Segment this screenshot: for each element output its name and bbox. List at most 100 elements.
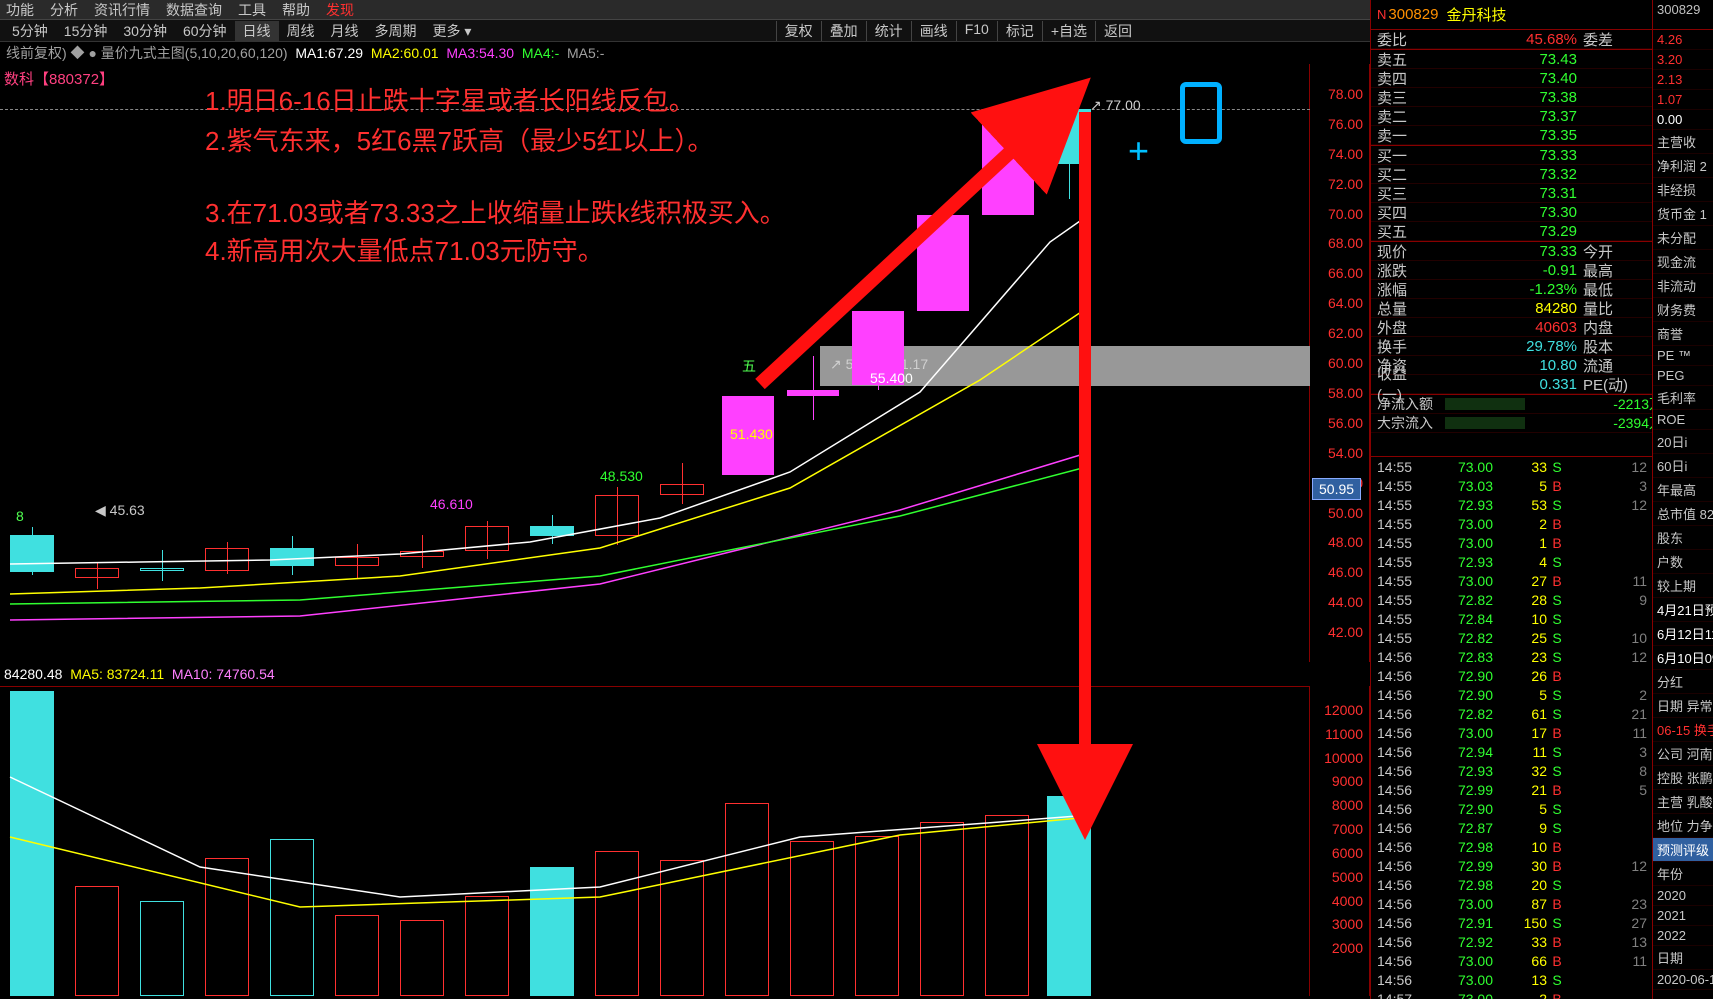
- tick-row: 14:5672.8261S21: [1371, 704, 1653, 723]
- price-chart[interactable]: ↗ 77.00↗ 58.45 - 61.1755.40051.43048.530…: [0, 64, 1310, 662]
- toolbar-button[interactable]: 复权: [776, 21, 821, 41]
- info-cell: 主营 乳酸: [1653, 790, 1713, 814]
- timeframe-tab[interactable]: 5分钟: [4, 21, 56, 41]
- volume-bar: [985, 815, 1029, 996]
- info-cell: 货币金 1: [1653, 202, 1713, 226]
- timeframe-tab[interactable]: 30分钟: [115, 21, 175, 41]
- info-cell: 公司 河南: [1653, 742, 1713, 766]
- tick-row: 14:5672.9233B13: [1371, 932, 1653, 951]
- tick-row: 14:5672.905S2: [1371, 685, 1653, 704]
- annotation-text: 1.明日6-16日止跌十字星或者长阳线反包。: [205, 82, 695, 120]
- axis-tick: 64.00: [1328, 295, 1363, 311]
- axis-tick: 44.00: [1328, 594, 1363, 610]
- ma-inline-label: 48.530: [600, 468, 643, 484]
- tick-row: 14:5673.0087B23: [1371, 894, 1653, 913]
- toolbar-button[interactable]: 画线: [911, 21, 956, 41]
- info-header: 300829: [1653, 0, 1713, 30]
- vol-ma10: 74760.54: [216, 666, 274, 682]
- axis-tick: 7000: [1332, 821, 1363, 837]
- info-cell: 2022: [1653, 926, 1713, 946]
- annotation-text: 4.新高用次大量低点71.03元防守。: [205, 232, 604, 270]
- axis-tick: 58.00: [1328, 385, 1363, 401]
- tick-row: 14:5672.879S: [1371, 818, 1653, 837]
- tick-row: 14:5572.934S: [1371, 552, 1653, 571]
- info-cell: 60日i: [1653, 454, 1713, 478]
- axis-tick: 42.00: [1328, 624, 1363, 640]
- annotation-rect: [1180, 82, 1222, 144]
- candle: [75, 64, 119, 662]
- volume-bar: [75, 886, 119, 996]
- menu-item-hot[interactable]: 发现: [326, 0, 354, 20]
- timeframe-tab[interactable]: 日线: [235, 21, 279, 41]
- candle: [10, 64, 54, 662]
- dataset-code: 数科【880372】: [4, 68, 114, 89]
- tick-row: 14:5672.905S: [1371, 799, 1653, 818]
- timeframe-tab[interactable]: 更多 ▾: [425, 21, 480, 41]
- volume-chart[interactable]: [0, 686, 1310, 996]
- indicator-name: ● 量价九式主图(5,10,20,60,120): [88, 43, 287, 63]
- tick-row: 14:5672.9930B12: [1371, 856, 1653, 875]
- menu-item[interactable]: 功能: [6, 0, 34, 20]
- ma-value: 67.29: [328, 45, 363, 61]
- menu-item[interactable]: 分析: [50, 0, 78, 20]
- tick-row: 14:5773.002B: [1371, 989, 1653, 999]
- ma-value: -: [555, 45, 560, 61]
- toolbar-button[interactable]: 返回: [1095, 21, 1140, 41]
- price-axis: 42.0044.0046.0048.0050.0052.0054.0056.00…: [1310, 64, 1370, 662]
- info-cell: 20日i: [1653, 430, 1713, 454]
- menu-item[interactable]: 工具: [238, 0, 266, 20]
- toolbar-button[interactable]: 统计: [866, 21, 911, 41]
- axis-tick: 76.00: [1328, 116, 1363, 132]
- timeframe-tab[interactable]: 周线: [279, 21, 323, 41]
- info-cell: 毛利率: [1653, 386, 1713, 410]
- volume-bar: [725, 803, 769, 996]
- axis-tick: 9000: [1332, 773, 1363, 789]
- toolbar-button[interactable]: 叠加: [821, 21, 866, 41]
- ma-label: MA5:: [567, 45, 600, 61]
- menu-item[interactable]: 资讯行情: [94, 0, 150, 20]
- info-cell: 总市值 82: [1653, 502, 1713, 526]
- toolbar-button[interactable]: +自选: [1042, 21, 1095, 41]
- candle: [140, 64, 184, 662]
- tick-row: 14:5673.0017B11: [1371, 723, 1653, 742]
- timeframe-tab[interactable]: 多周期: [367, 21, 425, 41]
- toolbar-button[interactable]: 标记: [997, 21, 1042, 41]
- candle: [982, 64, 1034, 662]
- info-cell: 分红: [1653, 670, 1713, 694]
- menu-item[interactable]: 数据查询: [166, 0, 222, 20]
- axis-tick: 70.00: [1328, 206, 1363, 222]
- info-cell: 6月12日11: [1653, 622, 1713, 646]
- tick-row: 14:5573.001B: [1371, 533, 1653, 552]
- info-cell: 户数: [1653, 550, 1713, 574]
- axis-tick: 8000: [1332, 797, 1363, 813]
- info-cell: 06-15 换手: [1653, 718, 1713, 742]
- info-cell: 控股 张鹏: [1653, 766, 1713, 790]
- volume-bar: [335, 915, 379, 996]
- ma-value: -: [600, 45, 605, 61]
- info-cell: 地位 力争: [1653, 814, 1713, 838]
- axis-tick: 50.00: [1328, 505, 1363, 521]
- ma-inline-label: 55.400: [870, 370, 913, 386]
- axis-tick: 56.00: [1328, 415, 1363, 431]
- info-cell: 主营收: [1653, 130, 1713, 154]
- info-cell: 2020: [1653, 886, 1713, 906]
- toolbar-button[interactable]: F10: [956, 21, 997, 41]
- info-cell: 年份: [1653, 862, 1713, 886]
- axis-tick: 4000: [1332, 893, 1363, 909]
- volume-bar: [400, 920, 444, 996]
- volume-bar: [920, 822, 964, 996]
- timeframe-tab[interactable]: 60分钟: [175, 21, 235, 41]
- axis-tick: 3000: [1332, 916, 1363, 932]
- timeframe-tab[interactable]: 月线: [323, 21, 367, 41]
- label: 线前复权) ◆: [6, 43, 85, 63]
- info-column: 300829 4.263.202.131.070.00主营收净利润 2非经损货币…: [1652, 0, 1713, 999]
- menu-item[interactable]: 帮助: [282, 0, 310, 20]
- tick-list[interactable]: 14:5573.0033S1214:5573.035B314:5572.9353…: [1371, 456, 1653, 999]
- axis-tick: 66.00: [1328, 265, 1363, 281]
- timeframe-tab[interactable]: 15分钟: [56, 21, 116, 41]
- volume-bar: [595, 851, 639, 996]
- ma-inline-label: 51.430: [730, 426, 773, 442]
- label: MA5:: [70, 666, 103, 682]
- tick-row: 14:5572.8410S: [1371, 609, 1653, 628]
- info-cell: 日期 异常: [1653, 694, 1713, 718]
